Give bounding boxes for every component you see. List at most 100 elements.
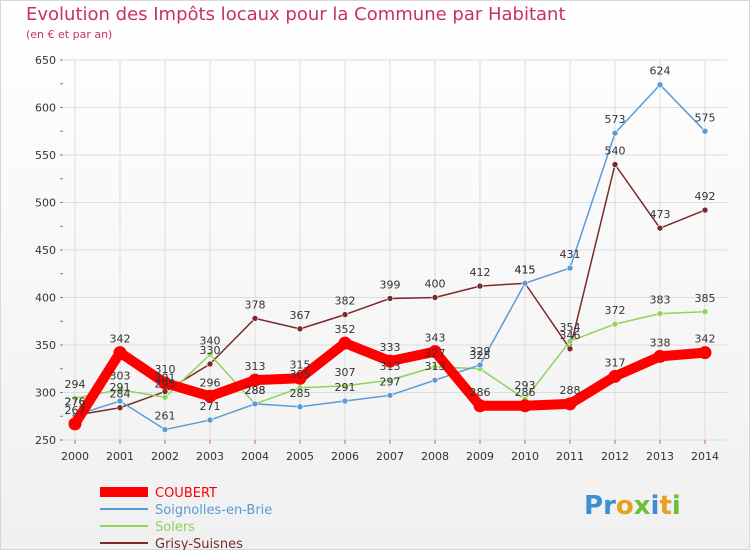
- data-label: 367: [290, 309, 311, 322]
- series-layer: [68, 81, 712, 433]
- x-tick-label: 2012: [601, 450, 629, 463]
- data-label: 378: [245, 298, 266, 311]
- y-tick-label: 650: [35, 54, 56, 67]
- legend-entry: Grisy-Suisnes: [155, 537, 243, 550]
- y-tick-label: 600: [35, 102, 56, 115]
- data-point: [563, 397, 577, 411]
- data-point: [296, 403, 304, 411]
- data-label: 303: [110, 370, 131, 383]
- data-point: [566, 264, 574, 272]
- data-label: 313: [380, 360, 401, 373]
- data-label: 415: [515, 263, 536, 276]
- data-label: 288: [245, 384, 266, 397]
- data-label: 346: [560, 329, 581, 342]
- data-label: 293: [515, 379, 536, 392]
- y-tick-label: 500: [35, 197, 56, 210]
- data-label: 343: [425, 332, 446, 345]
- axis-layer: 250 300 350 400 450 500 550 600 650 2000 2001 2002 2…: [35, 54, 719, 463]
- data-label: 342: [110, 333, 131, 346]
- data-label: 400: [425, 278, 446, 291]
- chart-title: Evolution des Impôts locaux pour la Comm…: [26, 4, 566, 25]
- legend: COUBERT Soignolles-en-Brie Solers Grisy-Sui…: [100, 486, 272, 550]
- data-point: [161, 393, 169, 401]
- x-tick-label: 2013: [646, 450, 674, 463]
- data-point: [116, 386, 124, 393]
- data-label: 372: [605, 304, 626, 317]
- data-point: [248, 373, 262, 387]
- data-label: 492: [695, 190, 716, 203]
- data-label: 291: [335, 381, 356, 394]
- legend-entry: COUBERT: [155, 486, 217, 501]
- data-point: [656, 224, 664, 232]
- data-point: [158, 376, 172, 390]
- x-tick-label: 2005: [286, 450, 314, 463]
- data-point: [698, 346, 712, 360]
- data-label: 313: [245, 360, 266, 373]
- data-point: [296, 325, 304, 333]
- data-point: [383, 354, 397, 368]
- data-label: 431: [560, 248, 581, 261]
- data-point: [428, 345, 442, 359]
- data-label: 267: [65, 404, 86, 417]
- x-tick-label: 2002: [151, 450, 179, 463]
- data-label: 354: [560, 321, 581, 334]
- data-point: [341, 311, 349, 318]
- y-tick-label: 250: [35, 434, 56, 447]
- y-tick-label: 300: [35, 387, 56, 400]
- x-tick-label: 2014: [691, 450, 719, 463]
- data-label: 473: [650, 208, 671, 221]
- data-label: 315: [290, 358, 311, 371]
- data-point: [386, 376, 394, 384]
- data-point: [113, 346, 127, 360]
- data-label: 285: [290, 387, 311, 400]
- logo-letter: o: [615, 491, 634, 521]
- data-point: [68, 417, 82, 431]
- logo-letter: i: [650, 491, 660, 521]
- data-point: [116, 397, 124, 405]
- data-point: [431, 376, 439, 384]
- data-point: [521, 279, 529, 287]
- data-point: [701, 206, 709, 214]
- x-tick-label: 2001: [106, 450, 134, 463]
- data-label: 313: [425, 360, 446, 373]
- x-tick-label: 2006: [331, 450, 359, 463]
- data-point: [341, 397, 349, 405]
- data-label: 383: [650, 294, 671, 307]
- data-label: 317: [605, 356, 626, 369]
- y-tick-label: 450: [35, 244, 56, 257]
- data-point: [473, 399, 487, 413]
- x-tick-label: 2004: [241, 450, 269, 463]
- data-point: [206, 360, 214, 368]
- data-label: 340: [200, 335, 221, 348]
- y-tick-label: 350: [35, 339, 56, 352]
- data-point: [251, 315, 259, 322]
- data-point: [161, 426, 169, 433]
- data-label: 385: [695, 292, 716, 305]
- data-label: 327: [425, 347, 446, 360]
- proxiti-logo: Proxiti: [584, 491, 681, 521]
- data-label: 288: [560, 384, 581, 397]
- data-label: 276: [65, 395, 86, 408]
- data-label: 325: [470, 349, 491, 362]
- data-point: [338, 336, 352, 350]
- data-label: 286: [470, 386, 491, 399]
- data-point: [476, 282, 484, 290]
- chart-subtitle: (en € et par an): [26, 28, 113, 41]
- data-label: 412: [470, 266, 491, 279]
- x-tick-label: 2011: [556, 450, 584, 463]
- data-label: 276: [65, 395, 86, 408]
- data-label: 297: [380, 375, 401, 388]
- data-label: 291: [110, 381, 131, 394]
- data-label: 330: [200, 344, 221, 357]
- data-point: [116, 404, 124, 412]
- data-label: 261: [155, 410, 176, 423]
- data-label: 333: [380, 341, 401, 354]
- data-label: 307: [335, 366, 356, 379]
- data-label: 296: [200, 376, 221, 389]
- data-label: 352: [335, 323, 356, 336]
- data-label: 540: [605, 145, 626, 158]
- x-tick-label: 2003: [196, 450, 224, 463]
- data-label: 288: [245, 384, 266, 397]
- x-tick-label: 2008: [421, 450, 449, 463]
